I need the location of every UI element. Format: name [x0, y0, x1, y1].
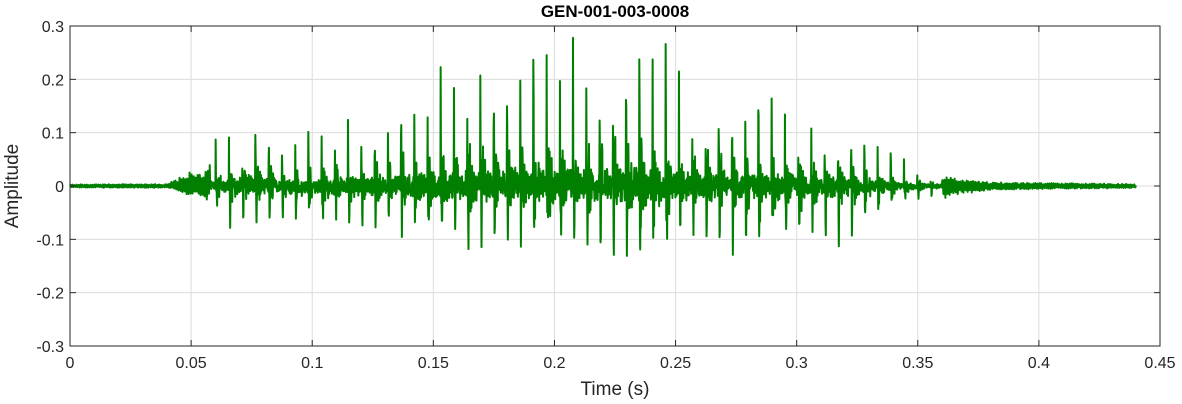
x-tick-label: 0.45 — [1144, 355, 1175, 372]
x-tick-label: 0 — [66, 355, 75, 372]
x-tick-label: 0.1 — [301, 355, 323, 372]
signal-layer — [69, 36, 1137, 257]
x-tick-label: 0.4 — [1028, 355, 1050, 372]
x-tick-label: 0.05 — [176, 355, 207, 372]
y-tick-labels: 0.3 0.2 0.1 0 -0.1 -0.2 -0.3 — [36, 19, 64, 356]
y-axis-title: Amplitude — [2, 144, 23, 229]
x-tick-label: 0.3 — [786, 355, 808, 372]
y-tick-label: 0.3 — [42, 19, 64, 36]
x-tick-label: 0.35 — [902, 355, 933, 372]
y-tick-label: -0.2 — [36, 286, 64, 303]
y-tick-label: 0.1 — [42, 126, 64, 143]
y-tick-label: 0.2 — [42, 72, 64, 89]
x-tick-label: 0.25 — [660, 355, 691, 372]
x-tick-label: 0.15 — [418, 355, 449, 372]
chart-title: GEN-001-003-0008 — [541, 2, 689, 21]
y-tick-label: -0.1 — [36, 232, 64, 249]
y-tick-label: 0 — [55, 179, 64, 196]
tick-marks — [69, 25, 1161, 347]
y-tick-label: -0.3 — [36, 339, 64, 356]
x-tick-labels: 0 0.05 0.1 0.15 0.2 0.25 0.3 0.35 0.4 0.45 — [66, 355, 1176, 372]
waveform-series-line — [69, 36, 1137, 257]
x-axis-title: Time (s) — [581, 379, 650, 400]
x-tick-label: 0.2 — [543, 355, 565, 372]
